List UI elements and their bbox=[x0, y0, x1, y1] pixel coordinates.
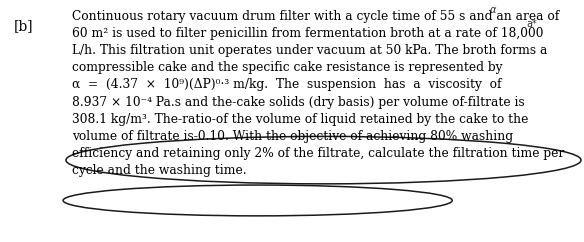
Text: a*: a* bbox=[527, 19, 537, 29]
Text: [b]: [b] bbox=[13, 19, 33, 33]
Text: α: α bbox=[489, 5, 496, 15]
Text: Continuous rotary vacuum drum filter with a cycle time of 55 s and an area of
60: Continuous rotary vacuum drum filter wit… bbox=[72, 9, 564, 177]
